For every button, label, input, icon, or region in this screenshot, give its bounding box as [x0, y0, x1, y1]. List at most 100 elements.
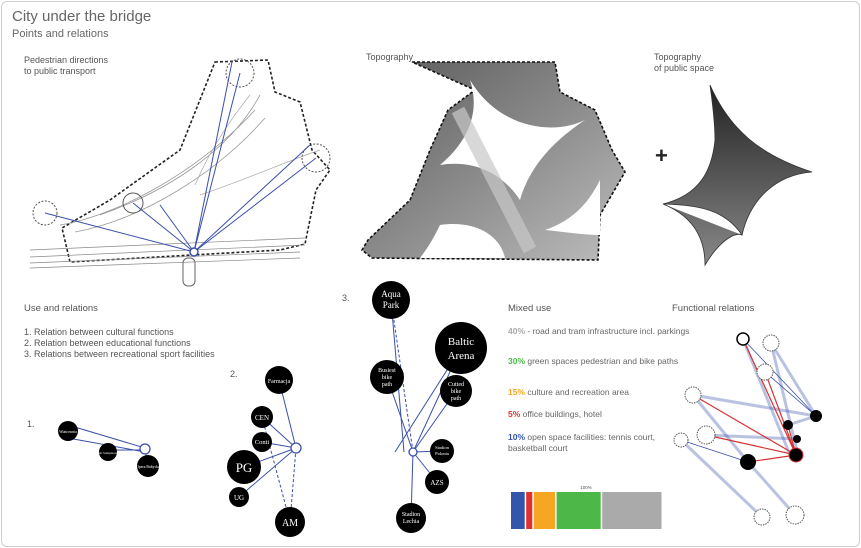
use-relations-heading: Use and relations — [24, 303, 98, 314]
group-cultural: Wiatrownia Teatr Szekspirowski Opera Bał… — [58, 421, 160, 477]
relation-item-2: 2. Relation between educational function… — [24, 338, 191, 348]
fr-node-6 — [673, 432, 689, 448]
mixed-use-heading: Mixed use — [508, 303, 552, 314]
fr-node-3 — [756, 363, 774, 381]
street-lines — [29, 237, 306, 269]
pedestrian-directions-label: Pedestrian directions to public transpor… — [24, 55, 109, 76]
bar-total-label: 100% — [580, 485, 592, 490]
fr-node-5 — [696, 425, 716, 445]
node-cutted-label-3: path — [451, 396, 461, 402]
fr-node-12 — [753, 508, 771, 526]
node-aqua-park — [372, 281, 410, 319]
group-marker-3: 3. — [342, 293, 350, 303]
node-baltic-arena — [435, 322, 487, 374]
bar-segment-3 — [556, 492, 601, 529]
node-cutted-label-1: Cutted — [448, 382, 464, 388]
fr-node-4 — [684, 386, 702, 404]
node-busiest-label-2: bike — [382, 375, 393, 381]
node-pg-label: PG — [236, 460, 253, 475]
mixed-use-item-culture: 15% culture and recreation area — [508, 387, 693, 398]
page-title: City under the bridge — [12, 8, 152, 25]
node-pg — [227, 450, 261, 484]
node-opera — [137, 455, 159, 477]
fr-node-8 — [793, 435, 801, 443]
public-space-shape — [662, 84, 813, 267]
functional-relations-heading: Functional relations — [672, 303, 755, 314]
node-cen — [251, 406, 273, 428]
mixed-use-bar — [511, 492, 662, 529]
node-farmacja-label: Farmacja — [268, 379, 291, 385]
pedestrian-map — [29, 58, 332, 287]
node-am-label: AM — [282, 518, 298, 529]
group-educational: Farmacja CEN Conti PG UG AM — [227, 366, 305, 537]
node-farmacja — [265, 366, 293, 394]
node-conti — [252, 432, 272, 452]
fr-node-10 — [788, 447, 804, 463]
group-sport: Aqua Park Baltic Arena Busiest bike path… — [370, 281, 487, 533]
mixed-use-pct-office: 5% — [508, 409, 521, 419]
group-marker-2: 2. — [230, 369, 238, 379]
bar-segment-0 — [511, 492, 525, 529]
node-wiatrownia-label: Wiatrownia — [59, 430, 77, 434]
topography-map — [360, 61, 626, 261]
mixed-use-item-office: 5% office buildings, hotel — [508, 409, 693, 420]
node-conti-label: Conti — [255, 439, 270, 446]
pedestrian-hub-node — [189, 247, 199, 257]
node-azs-label: AZS — [430, 479, 443, 487]
node-lechia-label-1: Stadion — [402, 512, 420, 518]
topography-public-label: Topography of public space — [654, 52, 715, 73]
mixed-use-text-road: - road and tram infrastructure incl. par… — [525, 326, 690, 336]
mixed-use-item-green: 30% green spaces pedestrian and bike pat… — [508, 356, 693, 367]
topography-void-top — [440, 80, 585, 200]
bar-segment-1 — [526, 492, 533, 529]
node-am — [275, 507, 305, 537]
pedestrian-direction-lines — [44, 61, 317, 253]
mixed-use-pct-open-space: 10% — [508, 432, 526, 442]
fr-node-1 — [736, 332, 750, 346]
node-stadion-lechia — [396, 503, 426, 533]
node-polonia-label-1: Stadion — [435, 445, 450, 450]
node-busiest-bike-path — [370, 360, 404, 394]
node-aqua-park-label-2: Park — [383, 300, 400, 310]
mixed-use-text-green: green spaces pedestrian and bike paths — [525, 356, 679, 366]
stop-circle-east — [301, 143, 331, 173]
node-lechia-label-2: Lechia — [403, 519, 420, 525]
node-busiest-label-3: path — [382, 382, 392, 388]
tram-lines — [59, 94, 266, 233]
fr-node-13 — [785, 505, 805, 525]
mixed-use-text-office: office buildings, hotel — [520, 409, 602, 419]
mixed-use-text-open-space: open space facilities: tennis court, bas… — [508, 432, 655, 453]
mixed-use-pct-culture: 15% — [508, 387, 526, 397]
node-stadion-polonia — [430, 439, 454, 463]
node-ug — [229, 487, 249, 507]
site-boundary — [61, 59, 332, 263]
mixed-use-item-road: 40% - road and tram infrastructure incl.… — [508, 326, 693, 337]
node-teatr — [99, 443, 117, 461]
group-marker-1: 1. — [27, 419, 35, 429]
stop-circle-center — [122, 192, 144, 214]
bar-segment-4 — [602, 492, 662, 529]
topography-ridge — [451, 106, 537, 254]
node-polonia-label-2: Polonia — [435, 451, 449, 456]
node-busiest-label-1: Busiest — [378, 368, 396, 374]
node-wiatrownia — [58, 421, 78, 441]
functional-relations-diagram — [673, 332, 822, 526]
road-curves — [194, 94, 321, 196]
node-cen-label: CEN — [255, 414, 269, 422]
mixed-use-text-culture: culture and recreation area — [525, 387, 629, 397]
node-ug-label: UG — [234, 494, 244, 502]
fr-node-11 — [740, 454, 756, 470]
stop-circle-north — [225, 58, 255, 88]
topography-void-right — [545, 180, 600, 235]
relation-item-3: 3. Relations between recreational sport … — [24, 349, 215, 359]
node-opera-label: Opera Bałtycka — [136, 465, 160, 469]
plus-icon: + — [655, 143, 668, 168]
relation-item-1: 1. Relation between cultural functions — [24, 327, 174, 337]
mixed-use-item-open-space: 10% open space facilities: tennis court,… — [508, 432, 693, 454]
node-teatr-label: Teatr Szekspirowski — [97, 452, 120, 455]
stop-bottom — [182, 257, 196, 287]
fr-node-2 — [762, 334, 780, 352]
fr-node-7 — [783, 420, 793, 430]
topography-label: Topography — [366, 52, 414, 62]
stop-circle-west — [32, 200, 58, 226]
